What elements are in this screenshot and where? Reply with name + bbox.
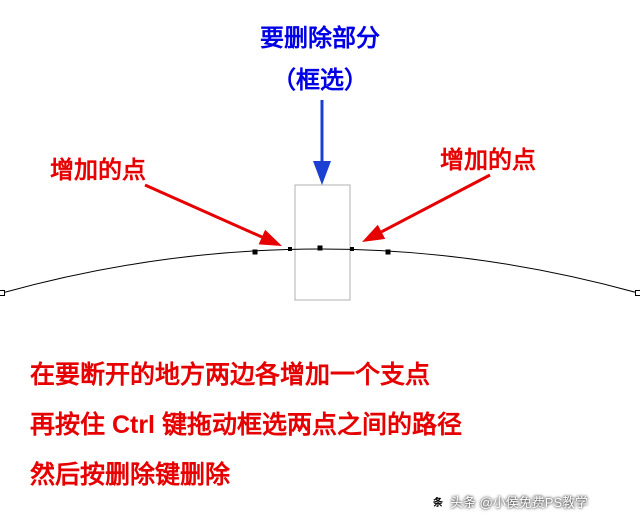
- instruction-line-1: 在要断开的地方两边各增加一个支点: [30, 355, 430, 391]
- instruction-line-2: 再按住 Ctrl 键拖动框选两点之间的路径: [30, 405, 462, 441]
- diagram-svg: [0, 0, 640, 520]
- watermark: 条 头条 @小侯免费PS教学: [430, 492, 588, 511]
- watermark-text: 头条 @小侯免费PS教学: [450, 492, 588, 511]
- instruction-line-3: 然后按删除键删除: [30, 455, 230, 491]
- watermark-icon: 条: [430, 494, 446, 510]
